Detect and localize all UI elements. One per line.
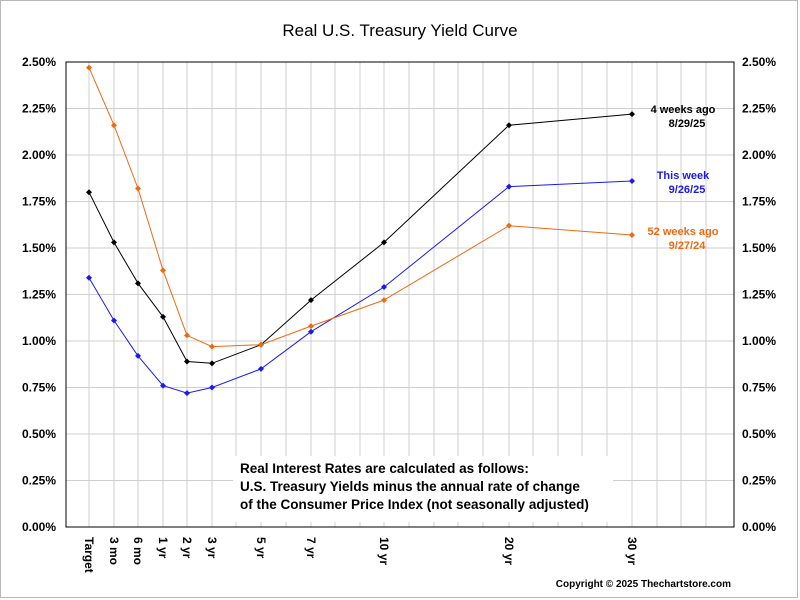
series-point	[308, 297, 314, 304]
y-tick-label-right: 0.50%	[742, 427, 776, 441]
x-tick-label: 5 yr	[254, 537, 268, 559]
series-point	[258, 341, 264, 348]
series-point	[209, 343, 215, 350]
y-tick-label-right: 0.25%	[742, 474, 776, 488]
y-tick-label-left: 0.75%	[22, 381, 56, 395]
y-axis-right: 0.00% 0.25% 0.50% 0.75% 1.00% 1.25% 1.50% 1.75%…	[742, 55, 776, 534]
x-tick-label: 7 yr	[304, 537, 318, 559]
x-tick-label: Target	[82, 537, 96, 573]
series-point	[160, 313, 166, 320]
y-tick-label-left: 1.00%	[22, 334, 56, 348]
series-point	[160, 267, 166, 274]
series-point	[506, 183, 512, 190]
series-point	[86, 189, 92, 196]
series-point	[629, 111, 635, 118]
y-tick-label-right: 2.25%	[742, 102, 776, 116]
annotation-line-3: of the Consumer Price Index (not seasona…	[240, 497, 589, 512]
annotation-line-1: Real Interest Rates are calculated as fo…	[240, 461, 529, 476]
series-label-date: 8/29/25	[669, 118, 706, 130]
series-point	[308, 328, 314, 335]
x-axis: Target 3 mo 6 mo 1 yr 2 yr 3 yr 5 yr 7 yr 10 yr 2…	[82, 537, 639, 573]
y-tick-label-left: 1.50%	[22, 241, 56, 255]
series-point	[381, 284, 387, 291]
series-group	[86, 64, 635, 397]
series-labels: 4 weeks ago 8/29/25 This week 9/26/25 52 wee…	[648, 104, 719, 252]
series-label-name: 52 weeks ago	[648, 226, 719, 238]
series-point	[209, 384, 215, 391]
series-point	[135, 185, 141, 192]
y-tick-label-right: 0.00%	[742, 520, 776, 534]
x-tick-label: 3 yr	[205, 537, 219, 559]
y-tick-label-right: 2.50%	[742, 55, 776, 69]
series-point	[135, 352, 141, 359]
x-tick-label: 10 yr	[377, 537, 391, 565]
chart-title: Real U.S. Treasury Yield Curve	[282, 21, 517, 40]
series-point	[209, 360, 215, 367]
plot-border	[65, 61, 735, 528]
x-tick-label: 3 mo	[107, 537, 121, 565]
y-tick-label-right: 1.50%	[742, 241, 776, 255]
series-point	[506, 122, 512, 129]
series-point	[184, 332, 190, 339]
series-point	[629, 178, 635, 185]
y-tick-label-right: 2.00%	[742, 148, 776, 162]
copyright-text: Copyright © 2025 Thechartstore.com	[556, 579, 731, 590]
y-tick-label-right: 1.75%	[742, 195, 776, 209]
annotation-line-2: U.S. Treasury Yields minus the annual ra…	[240, 479, 580, 494]
y-axis-left: 0.00% 0.25% 0.50% 0.75% 1.00% 1.25% 1.50% 1.75%…	[22, 55, 56, 534]
series-label-date: 9/27/24	[669, 240, 707, 252]
x-tick-label: 20 yr	[502, 537, 516, 565]
series-point	[111, 122, 117, 129]
x-tick-label: 30 yr	[625, 537, 639, 565]
series-point	[629, 231, 635, 238]
series-label-date: 9/26/25	[669, 184, 706, 196]
series-point	[381, 239, 387, 246]
series-point	[86, 64, 92, 71]
annotation-box: Real Interest Rates are calculated as fo…	[233, 456, 613, 522]
series-point	[160, 382, 166, 389]
y-tick-label-left: 1.75%	[22, 195, 56, 209]
x-tick-label: 6 mo	[131, 537, 145, 565]
x-tick-label: 2 yr	[180, 537, 194, 559]
series-point	[506, 222, 512, 229]
series-point	[184, 358, 190, 365]
series-point	[258, 365, 264, 372]
series-point	[308, 323, 314, 330]
series-point	[184, 390, 190, 397]
y-tick-label-left: 1.25%	[22, 288, 56, 302]
series-label-name: 4 weeks ago	[651, 104, 716, 116]
y-tick-label-left: 0.00%	[22, 520, 56, 534]
y-tick-label-right: 0.75%	[742, 381, 776, 395]
x-tick-label: 1 yr	[156, 537, 170, 559]
y-tick-label-left: 2.00%	[22, 148, 56, 162]
y-tick-label-right: 1.00%	[742, 334, 776, 348]
y-tick-label-left: 2.50%	[22, 55, 56, 69]
series-point	[381, 297, 387, 304]
series-point	[86, 274, 92, 281]
y-tick-label-left: 0.25%	[22, 474, 56, 488]
y-tick-label-right: 1.25%	[742, 288, 776, 302]
y-tick-label-left: 0.50%	[22, 427, 56, 441]
series-point	[111, 239, 117, 246]
series-point	[135, 280, 141, 287]
series-label-name: This week	[657, 170, 710, 182]
y-tick-label-left: 2.25%	[22, 102, 56, 116]
series-point	[111, 317, 117, 324]
